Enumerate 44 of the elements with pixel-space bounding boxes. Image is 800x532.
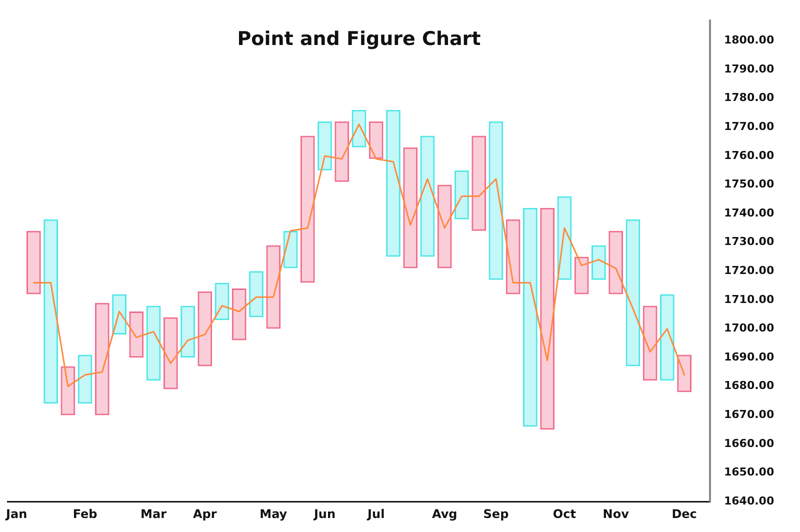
y-tick-label: 1690.00 <box>724 350 774 364</box>
y-tick-label: 1660.00 <box>724 436 774 450</box>
y-tick-label: 1750.00 <box>724 178 774 191</box>
y-tick-label: 1740.00 <box>724 206 774 220</box>
bar <box>44 219 58 404</box>
x-tick-label: Avg <box>432 506 458 521</box>
x-tick-label: Jan <box>5 506 28 521</box>
bar <box>386 110 400 257</box>
y-tick-label: 1730.00 <box>724 235 774 248</box>
bar <box>26 230 41 294</box>
y-tick-label: 1800.00 <box>724 34 774 47</box>
x-tick-label: Dec <box>672 506 697 521</box>
y-tick-label: 1710.00 <box>724 292 774 306</box>
bar <box>472 136 486 231</box>
bar <box>146 306 161 381</box>
bar <box>249 271 264 318</box>
y-tick-label: 1780.00 <box>724 91 774 104</box>
y-tick-label: 1790.00 <box>724 62 774 76</box>
x-tick-label: Sep <box>483 506 510 521</box>
bar <box>300 136 315 283</box>
bar <box>626 219 640 366</box>
x-tick-label: Apr <box>193 506 217 521</box>
y-tick-label: 1770.00 <box>724 120 774 134</box>
y-tick-label: 1640.00 <box>724 494 774 508</box>
bar <box>266 245 281 329</box>
bar <box>232 288 246 340</box>
bar <box>78 354 92 404</box>
y-tick-label: 1760.00 <box>724 148 774 162</box>
x-tick-label: Feb <box>72 506 98 521</box>
y-tick-label: 1680.00 <box>724 379 774 392</box>
y-tick-label: 1700.00 <box>724 322 774 335</box>
x-tick-label: Jul <box>366 506 385 521</box>
x-tick-label: Jun <box>312 506 336 521</box>
x-tick-label: Oct <box>552 506 576 521</box>
x-tick-label: Nov <box>602 506 630 521</box>
bar <box>198 291 212 366</box>
y-tick-label: 1670.00 <box>724 408 774 422</box>
y-tick-label: 1720.00 <box>724 264 774 278</box>
y-tick-label: 1650.00 <box>724 466 774 479</box>
bar <box>523 208 538 427</box>
text: Point and Figure Chart <box>237 28 481 50</box>
x-tick-label: May <box>260 506 288 521</box>
bar <box>94 302 110 416</box>
x-tick-label: Mar <box>140 506 167 521</box>
